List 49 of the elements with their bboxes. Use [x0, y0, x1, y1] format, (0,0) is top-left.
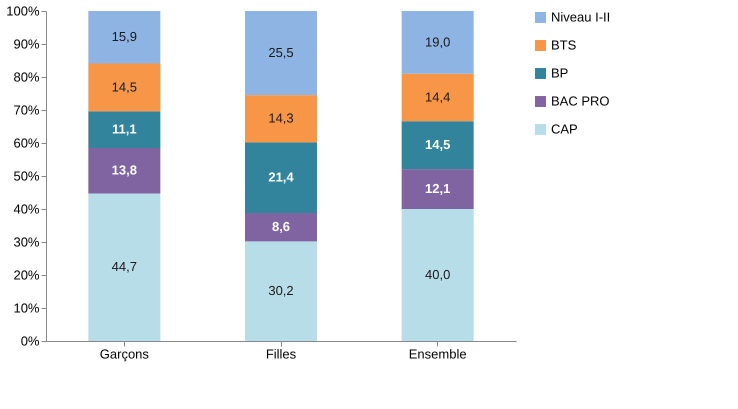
y-tick-label: 70%: [13, 102, 40, 118]
data-label: 21,4: [268, 170, 294, 185]
data-label: 30,2: [268, 283, 294, 298]
data-label: 14,5: [425, 137, 450, 152]
bar: [88, 11, 160, 64]
bar: [402, 121, 474, 170]
bar: [402, 74, 474, 122]
y-tick-label: 80%: [13, 70, 40, 84]
y-tick-label: 60%: [13, 136, 40, 150]
data-label: 14,4: [425, 89, 450, 104]
x-tick-label: Filles: [266, 346, 297, 362]
data-label: 8,6: [272, 219, 290, 234]
data-label: 40,0: [425, 267, 450, 282]
legend-label: CAP: [551, 122, 578, 136]
bar: [88, 148, 160, 194]
bar: [402, 209, 474, 341]
data-label: 14,5: [112, 79, 137, 94]
y-tick-label: 40%: [13, 202, 40, 216]
data-label: 13,8: [112, 162, 137, 178]
data-label: 12,1: [425, 181, 450, 196]
y-tick-label: 20%: [13, 268, 40, 282]
data-label: 25,5: [268, 45, 294, 60]
legend-label: BAC PRO: [551, 94, 610, 108]
bar: [245, 11, 317, 96]
bar: [88, 63, 160, 112]
y-tick-label: 0%: [20, 334, 40, 348]
y-tick-label: 30%: [13, 234, 40, 250]
data-label: 15,9: [112, 29, 137, 44]
bar: [245, 212, 317, 242]
data-label: 11,1: [112, 122, 137, 137]
legend-label: BTS: [551, 38, 577, 52]
bar: [245, 241, 317, 341]
data-label: 44,7: [112, 259, 137, 274]
data-label: 19,0: [425, 34, 450, 50]
bar: [402, 169, 474, 209]
y-tick-label: 100%: [6, 4, 40, 18]
y-tick-label: 90%: [13, 36, 40, 52]
bar: [245, 142, 317, 213]
data-label: 14,3: [268, 110, 294, 126]
x-tick-label: Garçons: [100, 346, 150, 362]
bar: [402, 11, 474, 74]
bar: [88, 193, 160, 341]
bar: [245, 95, 317, 142]
legend-label: Niveau I-II: [551, 10, 610, 24]
bar: [88, 111, 160, 148]
x-tick-label: Ensemble: [408, 346, 467, 362]
y-tick-label: 50%: [13, 168, 40, 184]
y-tick-label: 10%: [13, 300, 40, 316]
legend-label: BP: [551, 66, 568, 80]
